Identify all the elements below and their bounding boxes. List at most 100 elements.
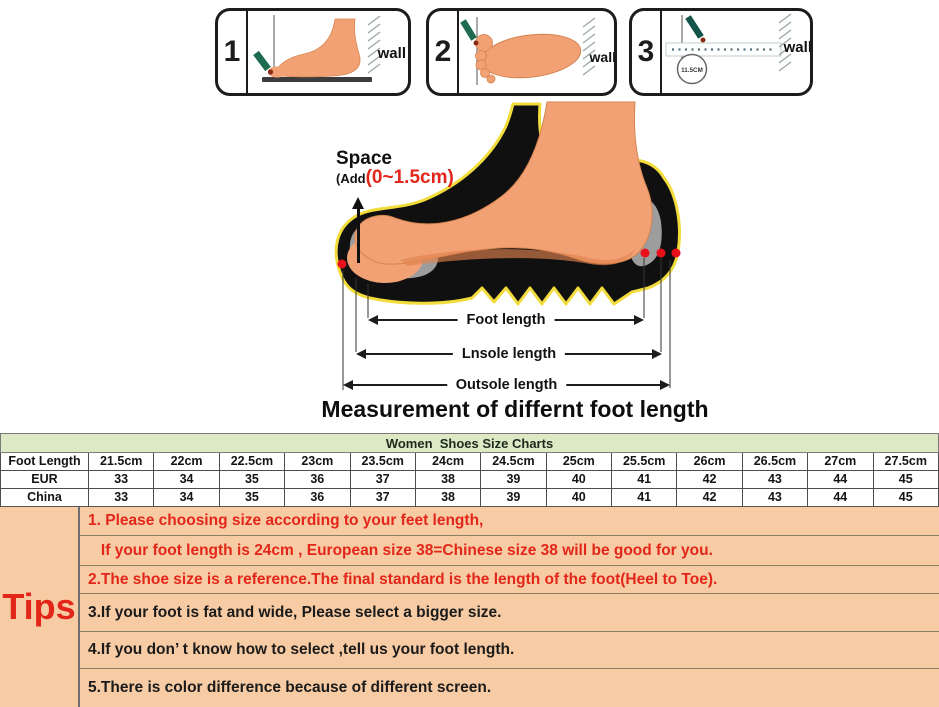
tip-text: 5.There is color difference because of d…	[88, 679, 492, 696]
guide-lines	[342, 258, 671, 390]
cell: 26.5cm	[741, 452, 809, 471]
tip-text: 4.If you don’ t know how to select ,tell…	[88, 641, 515, 658]
measurement-panel-3: 3 11.5CM wall	[629, 8, 813, 96]
row-header: Foot Length	[0, 452, 89, 471]
cell: 35	[218, 488, 286, 507]
toe	[480, 68, 490, 78]
wall-label: wall	[589, 49, 616, 65]
cell: 25.5cm	[610, 452, 678, 471]
foot-measurement-diagram	[334, 101, 681, 390]
size-chart-table: Women Shoes Size Charts Foot Length 21.5…	[0, 433, 939, 507]
floor-line	[262, 77, 372, 82]
cell: 27.5cm	[872, 452, 939, 471]
table-row: EUR 33 34 35 36 37 38 39 40 41 42 43 44 …	[0, 470, 939, 489]
tip-text: 3.If your foot is fat and wide, Please s…	[88, 603, 502, 621]
cell: 45	[872, 488, 939, 507]
toe	[475, 59, 487, 71]
outsole-length-arrow: Outsole length	[343, 377, 670, 393]
cell: 33	[87, 470, 155, 489]
tip-text: 2.The shoe size is a reference.The final…	[88, 570, 718, 588]
tip-row: 5.There is color difference because of d…	[80, 669, 939, 707]
cell: 37	[349, 488, 416, 507]
cell: 44	[807, 470, 874, 489]
tip-row: 2.The shoe size is a reference.The final…	[80, 566, 939, 594]
table-title: Women Shoes Size Charts	[0, 433, 939, 453]
cell: 41	[610, 488, 678, 507]
space-up-arrow	[352, 197, 365, 263]
tips-section: Tips 1. Please choosing size according t…	[0, 506, 939, 707]
measurement-circle	[676, 53, 708, 85]
cell: 33	[87, 488, 155, 507]
cell: 34	[153, 470, 220, 489]
pencil-tip	[473, 40, 479, 46]
cell: 45	[872, 470, 939, 489]
row-header: China	[0, 488, 89, 507]
cell: 22.5cm	[218, 452, 286, 471]
cell: 44	[807, 488, 874, 507]
panel-number: 2	[429, 11, 459, 93]
tip-text: If your foot length is 24cm , European s…	[88, 541, 713, 559]
panel-body: 11.5CM wall	[662, 11, 810, 93]
cell: 41	[610, 470, 678, 489]
table-row: Foot Length 21.5cm 22cm 22.5cm 23cm 23.5…	[0, 452, 939, 471]
foot-shading	[400, 248, 636, 266]
foot-length-arrow: Foot length	[368, 312, 644, 328]
cell: 22cm	[153, 452, 220, 471]
row-header: EUR	[0, 470, 89, 489]
tips-label-column: Tips	[0, 507, 80, 707]
measurement-panel-2: 2 wall	[426, 8, 617, 96]
pencil-tip	[267, 69, 274, 75]
add-prefix-label: (Add	[336, 171, 366, 187]
wall-label: wall	[377, 45, 406, 62]
foot-top-view-illustration	[460, 17, 596, 85]
cell: 38	[414, 488, 482, 507]
cell: 38	[414, 470, 482, 489]
cell: 26cm	[676, 452, 743, 471]
cell: 36	[284, 470, 351, 489]
add-value-label: (0~1.5cm)	[365, 167, 454, 189]
ruler-measurement-label: 11.5CM	[681, 67, 703, 74]
cell: 39	[480, 488, 547, 507]
panel-body: wall	[248, 11, 408, 93]
cell: 43	[741, 488, 809, 507]
cell: 37	[349, 470, 416, 489]
cell: 23cm	[284, 452, 351, 471]
foot-top-shape	[480, 33, 582, 79]
cell: 27cm	[807, 452, 874, 471]
wall-label: wall	[783, 39, 812, 56]
panel-body: wall	[459, 11, 614, 93]
insole-length-arrow: Lnsole length	[356, 346, 662, 362]
measurement-panel-1: 1 wall	[215, 8, 411, 96]
cell: 36	[284, 488, 351, 507]
wall-hatch	[367, 15, 381, 74]
cell: 24cm	[414, 452, 482, 471]
pencil-icon	[685, 15, 704, 39]
cell: 25cm	[545, 452, 613, 471]
arrow-label: Outsole length	[446, 377, 567, 393]
tip-row: 4.If you don’ t know how to select ,tell…	[80, 632, 939, 669]
cell: 42	[676, 488, 743, 507]
table-row: China 33 34 35 36 37 38 39 40 41 42 43 4…	[0, 488, 939, 507]
measurement-dots	[337, 248, 681, 269]
pencil-tip	[700, 37, 706, 43]
cell: 39	[480, 470, 547, 489]
space-annotation: Space (Add(0~1.5cm)	[336, 149, 454, 188]
foot-side-view-illustration	[253, 15, 381, 82]
arrow-label: Foot length	[457, 312, 555, 328]
tip-row: If your foot length is 24cm , European s…	[80, 536, 939, 566]
cell: 21.5cm	[87, 452, 155, 471]
tips-label: Tips	[2, 586, 76, 627]
cell: 40	[545, 470, 613, 489]
table-title-row: Women Shoes Size Charts	[0, 433, 939, 453]
wall-hatch	[778, 13, 792, 72]
diagram-title: Measurement of differnt foot length	[321, 396, 709, 422]
toe-shape	[268, 66, 286, 78]
cell: 43	[741, 470, 809, 489]
ruler-illustration: 11.5CM	[665, 13, 792, 85]
cell: 40	[545, 488, 613, 507]
toe	[486, 74, 496, 84]
foot-side-shape	[273, 18, 361, 78]
panel-number: 3	[632, 11, 662, 93]
panel-number: 1	[218, 11, 248, 93]
